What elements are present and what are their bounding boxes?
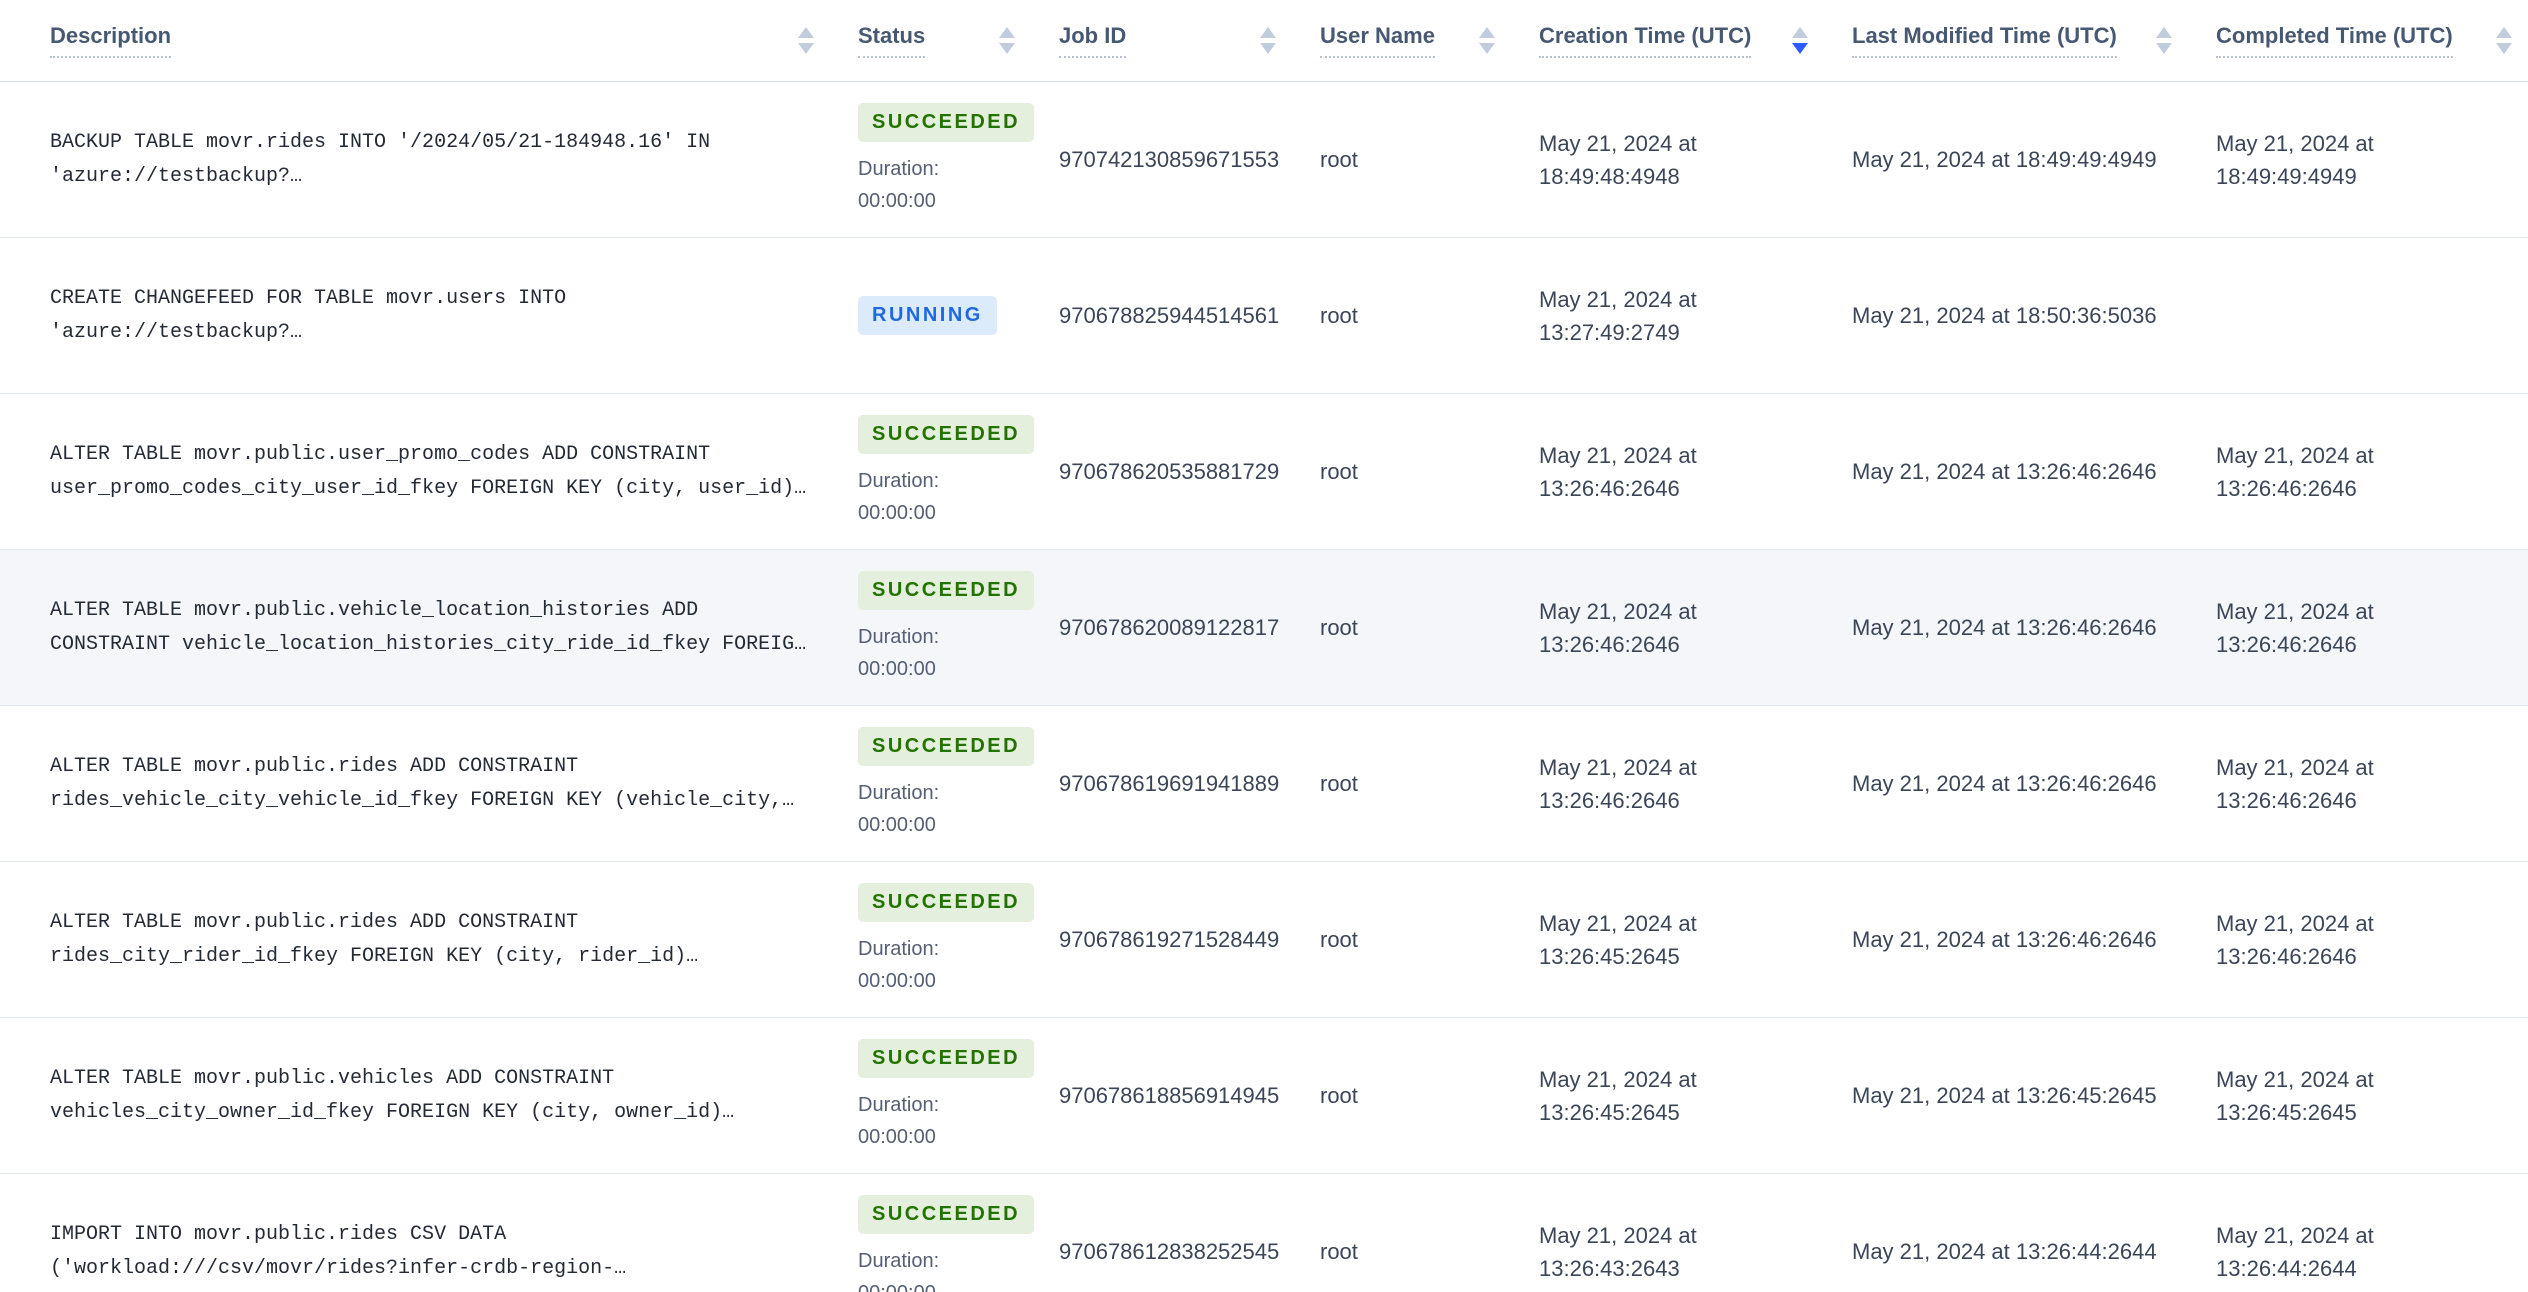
sort-icon[interactable] (1479, 27, 1495, 54)
completed-time: May 21, 2024 at 13:26:46:2646 (2216, 598, 2374, 657)
column-header-label: Creation Time (UTC) (1539, 23, 1752, 58)
sort-icon[interactable] (1792, 27, 1808, 54)
user-name: root (1320, 771, 1358, 796)
job-description[interactable]: ALTER TABLE movr.public.user_promo_codes… (50, 442, 807, 500)
last-modified-time: May 21, 2024 at 13:26:46:2646 (1852, 615, 2157, 640)
column-header-completed-time[interactable]: Completed Time (UTC) (2216, 23, 2528, 58)
job-id: 970678619271528449 (1059, 927, 1280, 952)
status-badge: SUCCEEDED (858, 1194, 1035, 1234)
column-header-last-modified-time[interactable]: Last Modified Time (UTC) (1852, 23, 2216, 58)
creation-time: May 21, 2024 at 13:26:46:2646 (1539, 754, 1697, 813)
user-name: root (1320, 1239, 1358, 1264)
job-id: 970678620535881729 (1059, 459, 1280, 484)
job-description[interactable]: ALTER TABLE movr.public.vehicles ADD CON… (50, 1066, 735, 1124)
completed-time: May 21, 2024 at 13:26:46:2646 (2216, 910, 2374, 969)
column-header-creation-time[interactable]: Creation Time (UTC) (1539, 23, 1852, 58)
completed-time: May 21, 2024 at 13:26:46:2646 (2216, 442, 2374, 501)
job-id: 970678620089122817 (1059, 615, 1280, 640)
last-modified-time: May 21, 2024 at 13:26:45:2645 (1852, 1083, 2157, 1108)
last-modified-time: May 21, 2024 at 13:26:46:2646 (1852, 459, 2157, 484)
status-badge: SUCCEEDED (858, 414, 1035, 454)
last-modified-time: May 21, 2024 at 13:26:46:2646 (1852, 771, 2157, 796)
user-name: root (1320, 927, 1358, 952)
jobs-table-header: Description Status Job ID User Name Crea… (0, 0, 2528, 82)
job-description[interactable]: ALTER TABLE movr.public.rides ADD CONSTR… (50, 910, 699, 968)
table-row[interactable]: ALTER TABLE movr.public.vehicle_location… (0, 550, 2528, 706)
job-description[interactable]: ALTER TABLE movr.public.vehicle_location… (50, 598, 807, 656)
table-row[interactable]: ALTER TABLE movr.public.rides ADD CONSTR… (0, 862, 2528, 1018)
last-modified-time: May 21, 2024 at 18:49:49:4949 (1852, 147, 2157, 172)
column-header-label: Completed Time (UTC) (2216, 23, 2453, 58)
column-header-label: Status (858, 23, 926, 58)
column-header-label: User Name (1320, 23, 1435, 58)
sort-icon[interactable] (2156, 27, 2172, 54)
user-name: root (1320, 459, 1358, 484)
creation-time: May 21, 2024 at 18:49:48:4948 (1539, 130, 1697, 189)
sort-icon[interactable] (1260, 27, 1276, 54)
completed-time: May 21, 2024 at 13:26:45:2645 (2216, 1066, 2374, 1125)
job-id: 970742130859671553 (1059, 147, 1280, 172)
table-row[interactable]: ALTER TABLE movr.public.vehicles ADD CON… (0, 1018, 2528, 1174)
job-description[interactable]: IMPORT INTO movr.public.rides CSV DATA (… (50, 1222, 627, 1280)
column-header-job-id[interactable]: Job ID (1059, 23, 1320, 58)
status-badge: RUNNING (858, 296, 997, 335)
job-description[interactable]: BACKUP TABLE movr.rides INTO '/2024/05/2… (50, 130, 711, 188)
user-name: root (1320, 147, 1358, 172)
job-duration: Duration: 00:00:00 (858, 157, 940, 212)
last-modified-time: May 21, 2024 at 18:50:36:5036 (1852, 303, 2157, 328)
job-duration: Duration: 00:00:00 (858, 1093, 940, 1148)
completed-time: May 21, 2024 at 13:26:46:2646 (2216, 754, 2374, 813)
table-row[interactable]: ALTER TABLE movr.public.rides ADD CONSTR… (0, 706, 2528, 862)
last-modified-time: May 21, 2024 at 13:26:46:2646 (1852, 927, 2157, 952)
table-row[interactable]: IMPORT INTO movr.public.rides CSV DATA (… (0, 1174, 2528, 1292)
last-modified-time: May 21, 2024 at 13:26:44:2644 (1852, 1239, 2157, 1264)
job-duration: Duration: 00:00:00 (858, 469, 940, 524)
job-duration: Duration: 00:00:00 (858, 1249, 940, 1292)
status-badge: SUCCEEDED (858, 1038, 1035, 1078)
job-duration: Duration: 00:00:00 (858, 781, 940, 836)
creation-time: May 21, 2024 at 13:26:46:2646 (1539, 442, 1697, 501)
completed-time: May 21, 2024 at 13:26:44:2644 (2216, 1222, 2374, 1281)
column-header-label: Last Modified Time (UTC) (1852, 23, 2117, 58)
sort-icon[interactable] (798, 27, 814, 54)
sort-icon[interactable] (999, 27, 1015, 54)
column-header-label: Description (50, 23, 172, 58)
user-name: root (1320, 1083, 1358, 1108)
column-header-label: Job ID (1059, 23, 1127, 58)
user-name: root (1320, 303, 1358, 328)
job-id: 970678825944514561 (1059, 303, 1280, 328)
column-header-description[interactable]: Description (0, 23, 858, 58)
status-badge: SUCCEEDED (858, 102, 1035, 142)
completed-time: May 21, 2024 at 18:49:49:4949 (2216, 130, 2374, 189)
status-badge: SUCCEEDED (858, 570, 1035, 610)
job-description[interactable]: CREATE CHANGEFEED FOR TABLE movr.users I… (50, 286, 567, 344)
status-badge: SUCCEEDED (858, 726, 1035, 766)
table-row[interactable]: BACKUP TABLE movr.rides INTO '/2024/05/2… (0, 82, 2528, 238)
job-description[interactable]: ALTER TABLE movr.public.rides ADD CONSTR… (50, 754, 795, 812)
job-id: 970678618856914945 (1059, 1083, 1280, 1108)
column-header-status[interactable]: Status (858, 23, 1059, 58)
user-name: root (1320, 615, 1358, 640)
table-row[interactable]: CREATE CHANGEFEED FOR TABLE movr.users I… (0, 238, 2528, 394)
creation-time: May 21, 2024 at 13:26:43:2643 (1539, 1222, 1697, 1281)
creation-time: May 21, 2024 at 13:26:45:2645 (1539, 1066, 1697, 1125)
job-duration: Duration: 00:00:00 (858, 625, 940, 680)
job-duration: Duration: 00:00:00 (858, 937, 940, 992)
creation-time: May 21, 2024 at 13:27:49:2749 (1539, 286, 1697, 345)
creation-time: May 21, 2024 at 13:26:46:2646 (1539, 598, 1697, 657)
jobs-table-body: BACKUP TABLE movr.rides INTO '/2024/05/2… (0, 82, 2528, 1292)
sort-icon[interactable] (2496, 27, 2512, 54)
creation-time: May 21, 2024 at 13:26:45:2645 (1539, 910, 1697, 969)
status-badge: SUCCEEDED (858, 882, 1035, 922)
column-header-user-name[interactable]: User Name (1320, 23, 1539, 58)
job-id: 970678619691941889 (1059, 771, 1280, 796)
job-id: 970678612838252545 (1059, 1239, 1280, 1264)
table-row[interactable]: ALTER TABLE movr.public.user_promo_codes… (0, 394, 2528, 550)
